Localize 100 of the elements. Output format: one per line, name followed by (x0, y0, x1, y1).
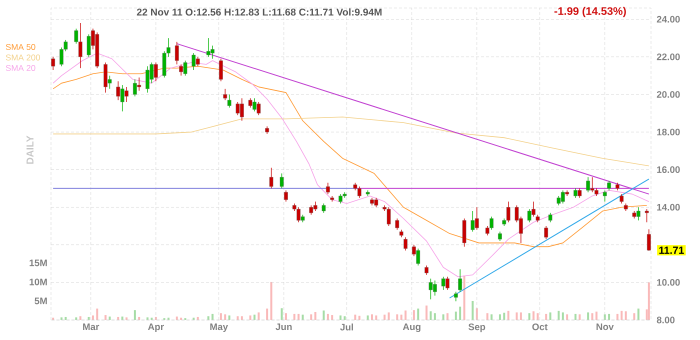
candlestick (227, 94, 232, 108)
candlestick (248, 98, 252, 108)
candlestick (454, 291, 458, 302)
bar (384, 314, 386, 320)
bar (404, 310, 407, 320)
bar (472, 300, 474, 320)
bar (430, 311, 432, 320)
bar (426, 306, 428, 320)
bar (608, 314, 610, 320)
bar (574, 314, 576, 320)
candlestick (578, 188, 582, 198)
bar (528, 313, 530, 320)
bar (258, 312, 260, 320)
y-tick-label: 18.00 (657, 128, 680, 136)
candlestick (196, 56, 200, 67)
candlestick (313, 201, 318, 212)
bar (284, 313, 287, 320)
text: DAILY (26, 136, 34, 164)
bar (236, 316, 239, 320)
bar (591, 313, 594, 320)
bar (434, 313, 436, 320)
bar (459, 306, 462, 320)
candlestick (544, 226, 548, 240)
bar (595, 312, 598, 320)
candlestick (590, 176, 594, 193)
x-tick-label: Nov (596, 324, 614, 330)
bar (212, 314, 214, 320)
candlestick (240, 98, 244, 122)
bar (240, 316, 243, 320)
bar (498, 314, 501, 320)
bar (400, 314, 402, 320)
candlestick (636, 206, 640, 221)
annotation: -1.99 (14.53%) (554, 6, 626, 18)
bar (463, 275, 466, 320)
bar (331, 315, 334, 320)
bar (314, 312, 316, 320)
candlestick (192, 52, 196, 70)
bar (388, 312, 390, 320)
bar (340, 315, 342, 320)
candlestick (416, 248, 420, 266)
bar (104, 315, 107, 320)
bar (270, 282, 272, 320)
candlestick (174, 41, 179, 65)
bar (417, 308, 420, 320)
candlestick (179, 64, 184, 76)
candlestick (620, 194, 624, 204)
candlestick (424, 265, 428, 276)
bar (96, 308, 98, 320)
bar (108, 316, 111, 320)
y-tick-label: 20.00 (656, 91, 680, 98)
y-tick-label: 8.00 (656, 316, 675, 324)
candlestick (527, 208, 532, 223)
candlestick (223, 88, 228, 100)
candlestick (548, 212, 552, 223)
candlestick (506, 201, 510, 223)
bar (516, 312, 518, 320)
candlestick (326, 182, 330, 194)
candlestick (458, 268, 462, 292)
bar (375, 315, 378, 320)
bar (633, 313, 636, 320)
bar (249, 315, 252, 320)
candlestick (236, 102, 240, 116)
bar (134, 310, 136, 320)
bar (412, 310, 415, 320)
text: SMA 200 (6, 54, 40, 60)
candlestick (395, 218, 400, 230)
candlestick (602, 190, 607, 202)
bar (587, 312, 590, 320)
candlestick (404, 236, 408, 251)
text: SMA 20 (6, 65, 36, 71)
candlestick (183, 60, 188, 76)
x-tick-label: Aug (402, 324, 420, 332)
candlestick (586, 176, 590, 193)
candlestick (386, 206, 391, 226)
bar (344, 316, 346, 320)
bar (520, 312, 522, 320)
candlestick (357, 186, 362, 198)
y-tick-label: 10.00 (657, 279, 680, 286)
candlestick (498, 231, 502, 242)
bar (298, 314, 300, 320)
bar (503, 312, 506, 320)
bar (220, 313, 222, 320)
candlestick (474, 206, 479, 230)
bar (558, 310, 560, 320)
bar (446, 313, 449, 320)
candlestick (428, 278, 433, 300)
bar (620, 310, 623, 320)
bar (532, 311, 535, 320)
bar (326, 314, 329, 320)
candlestick (116, 80, 120, 100)
y-tick-label: 14.00 (657, 204, 680, 211)
x-tick-label: Oct (532, 324, 548, 330)
bar (624, 311, 627, 320)
bar (293, 314, 296, 320)
bar (637, 308, 640, 320)
candlestick (490, 216, 494, 230)
y2-tick-label: 15M (30, 260, 47, 266)
bar (302, 314, 304, 320)
candlestick (432, 280, 437, 296)
candlestick (646, 228, 651, 252)
